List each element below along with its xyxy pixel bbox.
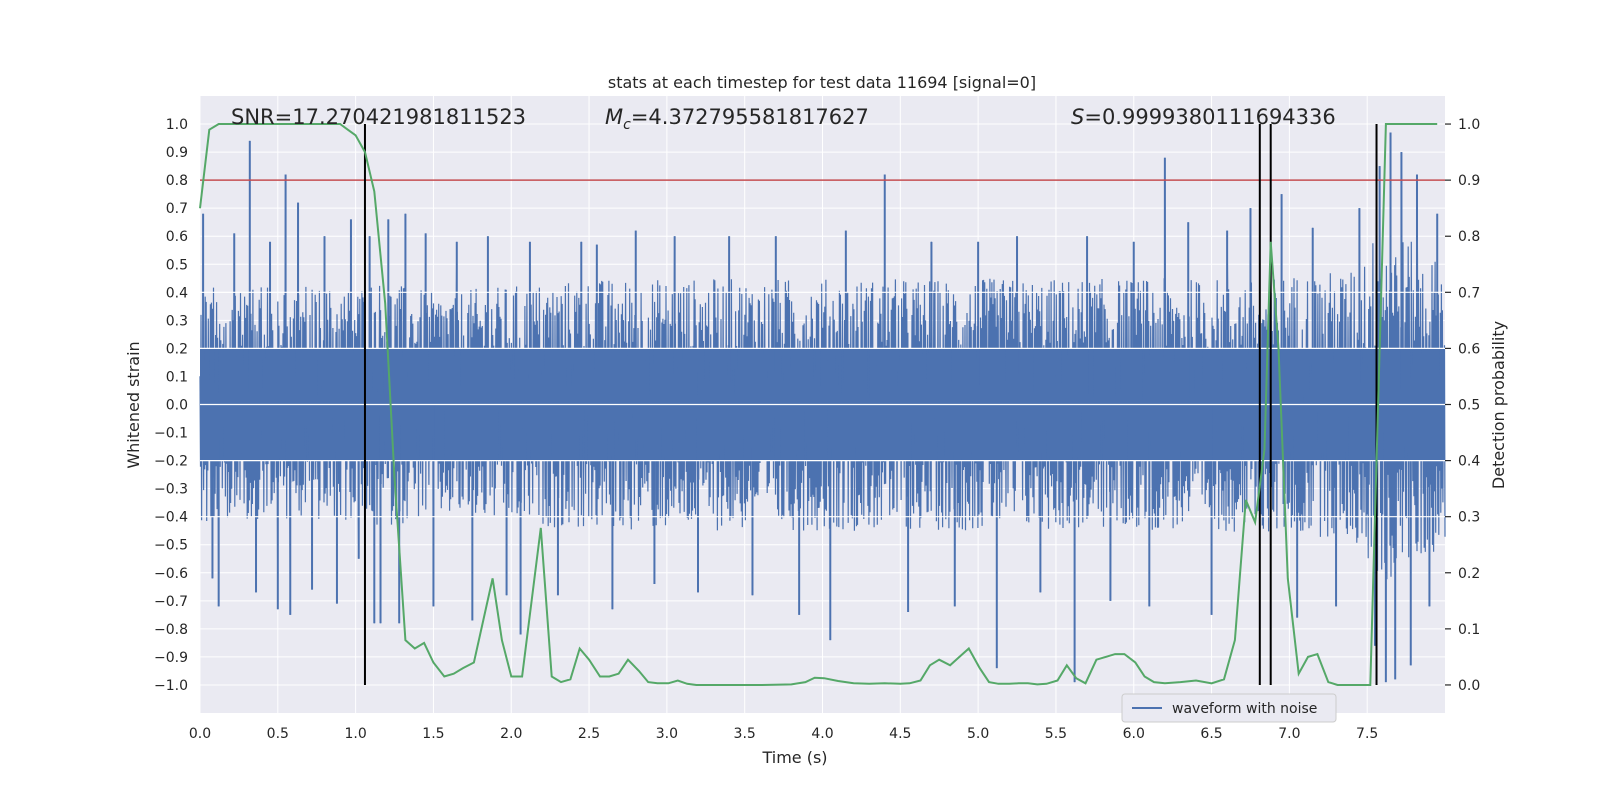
y-tick-label-8: 0.2	[166, 341, 188, 357]
y-tick-label-18: −0.8	[154, 622, 188, 638]
x-tick-label-13: 6.5	[1200, 726, 1222, 742]
y-tick-label-10: 0.0	[166, 398, 188, 414]
y-tick-label-14: −0.4	[154, 510, 188, 526]
x-tick-label-1: 0.5	[267, 726, 289, 742]
y-tick-label-17: −0.7	[154, 594, 188, 610]
y-tick-label-20: −1.0	[154, 678, 188, 694]
y2-tick-label-1: 0.9	[1458, 173, 1480, 189]
y-tick-label-1: 0.9	[166, 145, 188, 161]
y2-tick-label-0: 1.0	[1458, 117, 1480, 133]
y-tick-label-16: −0.6	[154, 566, 188, 582]
y-axis-ticks: 1.0 0.9 0.8 0.7 0.6 0.5 0.4 0.3 0.2 0.1 0.0 −0.1 −0.…	[154, 117, 188, 694]
x-tick-label-15: 7.5	[1356, 726, 1378, 742]
waveform-line	[199, 132, 1446, 683]
y-tick-label-11: −0.1	[154, 426, 188, 442]
s-annotation: S=0.9999380111694336	[1071, 105, 1336, 129]
y2-tick-label-5: 0.5	[1458, 398, 1480, 414]
legend-entry: waveform with noise	[1172, 701, 1317, 717]
snr-annotation: SNR=17.270421981811523	[231, 105, 526, 129]
x-tick-label-9: 4.5	[889, 726, 911, 742]
y-tick-label-4: 0.6	[166, 229, 188, 245]
x-tick-label-0: 0.0	[189, 726, 211, 742]
y-tick-label-5: 0.5	[166, 257, 188, 273]
y-tick-label-0: 1.0	[166, 117, 188, 133]
y-tick-label-13: −0.3	[154, 482, 188, 498]
y-tick-label-19: −0.9	[154, 650, 188, 666]
probability-series-line	[199, 123, 1438, 686]
legend-box	[1121, 693, 1337, 723]
y-tick-label-12: −0.2	[154, 454, 188, 470]
x-tick-label-11: 5.5	[1045, 726, 1067, 742]
y2-tick-label-10: 0.0	[1458, 678, 1480, 694]
y-tick-label-7: 0.3	[166, 313, 188, 329]
waveform-series	[199, 132, 1446, 683]
x-tick-label-10: 5.0	[967, 726, 989, 742]
y-tick-label-9: 0.1	[166, 369, 188, 385]
y2-tick-label-9: 0.1	[1458, 622, 1480, 638]
y-tick-label-3: 0.7	[166, 201, 188, 217]
y-tick-label-2: 0.8	[166, 173, 188, 189]
y-tick-label-15: −0.5	[154, 538, 188, 554]
legend: waveform with noise	[1121, 693, 1337, 723]
x-tick-label-7: 3.5	[734, 726, 756, 742]
mc-annotation: Mc=4.372795581817627	[605, 105, 869, 133]
x-tick-label-5: 2.5	[578, 726, 600, 742]
x-tick-label-8: 4.0	[811, 726, 833, 742]
x-tick-label-4: 2.0	[500, 726, 522, 742]
y2-tick-label-8: 0.2	[1458, 566, 1480, 582]
vertical-lines	[363, 124, 1378, 685]
x-tick-label-14: 7.0	[1278, 726, 1300, 742]
y2-tick-label-2: 0.8	[1458, 229, 1480, 245]
y2-tick-label-3: 0.7	[1458, 285, 1480, 301]
x-tick-label-6: 3.0	[656, 726, 678, 742]
x-axis-ticks: 0.0 0.5 1.0 1.5 2.0 2.5 3.0 3.5 4.0 4.5 5.0 5.5 6.0 6…	[189, 726, 1378, 742]
x-tick-label-3: 1.5	[422, 726, 444, 742]
x-tick-label-2: 1.0	[344, 726, 366, 742]
y2-tick-label-6: 0.4	[1458, 454, 1480, 470]
y2-tick-label-7: 0.3	[1458, 510, 1480, 526]
y-axis-label: Whitened strain	[124, 341, 143, 468]
y-tick-label-6: 0.4	[166, 285, 188, 301]
chart-title: stats at each timestep for test data 116…	[608, 73, 1036, 92]
y2-axis-label: Detection probability	[1489, 321, 1508, 489]
y2-axis-ticks: 1.0 0.9 0.8 0.7 0.6 0.5 0.4 0.3 0.2 0.1 0.0	[1445, 117, 1480, 694]
x-axis-label: Time (s)	[761, 748, 827, 767]
x-tick-label-12: 6.0	[1123, 726, 1145, 742]
y2-tick-label-4: 0.6	[1458, 341, 1480, 357]
